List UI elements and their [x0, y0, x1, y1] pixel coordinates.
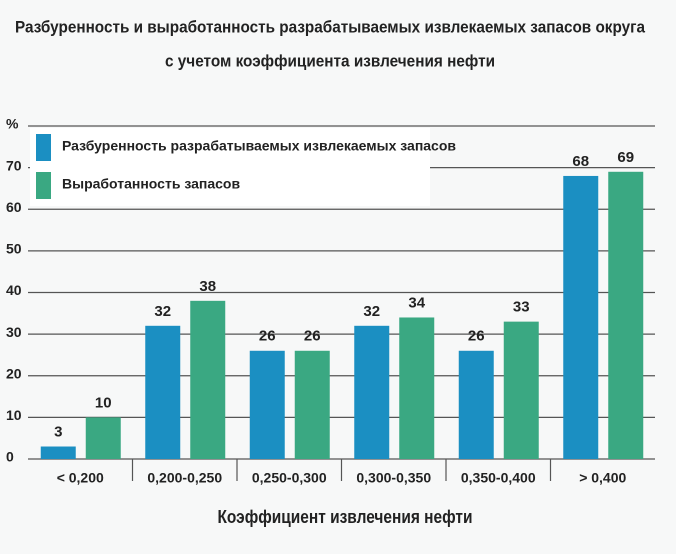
bar	[294, 350, 330, 459]
value-label: 26	[468, 328, 485, 345]
x-axis-label: Коэффициент извлечения нефти	[218, 507, 473, 527]
bar	[608, 171, 644, 459]
bar	[249, 350, 285, 459]
bar	[399, 317, 435, 459]
bar	[503, 321, 539, 459]
x-tick-label: < 0,200	[57, 470, 104, 486]
bar	[145, 325, 181, 459]
value-label: 32	[154, 303, 171, 320]
value-label: 26	[304, 328, 321, 345]
value-label: 68	[572, 153, 589, 170]
bar	[563, 175, 599, 459]
y-tick-label: 50	[6, 241, 22, 257]
value-label: 26	[259, 328, 276, 345]
value-label: 3	[54, 423, 62, 440]
x-tick-label: > 0,400	[579, 470, 626, 486]
y-tick-label: 20	[6, 365, 22, 381]
x-tick-label: 0,200-0,250	[147, 470, 222, 486]
value-label: 33	[513, 299, 530, 316]
x-tick-label: 0,350-0,400	[461, 470, 536, 486]
y-tick-label: 0	[6, 449, 14, 465]
value-label: 69	[617, 149, 634, 166]
bar	[190, 300, 226, 459]
y-tick-label: 10	[6, 407, 22, 423]
value-label: 38	[199, 278, 216, 295]
legend-swatch	[36, 134, 51, 161]
y-tick-label: 70	[6, 157, 22, 173]
value-label: 34	[408, 294, 425, 311]
legend-box	[30, 128, 430, 206]
legend-label: Выработанность запасов	[62, 176, 240, 192]
x-tick-label: 0,300-0,350	[356, 470, 431, 486]
chart-title: с учетом коэффициента извлечения нефти	[165, 51, 495, 70]
x-tick-label: 0,250-0,300	[252, 470, 327, 486]
bar	[458, 350, 494, 459]
value-label: 32	[363, 303, 380, 320]
y-tick-label: 30	[6, 324, 22, 340]
y-tick-label: 60	[6, 199, 22, 215]
bar	[40, 446, 76, 459]
legend-swatch	[36, 172, 51, 199]
bar	[354, 325, 390, 459]
legend-label: Разбуренность разрабатываемых извлекаемы…	[62, 138, 456, 154]
value-label: 10	[95, 394, 112, 411]
bar	[85, 417, 121, 459]
chart-title: Разбуренность и выработанность разрабаты…	[15, 17, 645, 36]
y-tick-label: %	[6, 116, 19, 132]
y-tick-label: 40	[6, 282, 22, 298]
